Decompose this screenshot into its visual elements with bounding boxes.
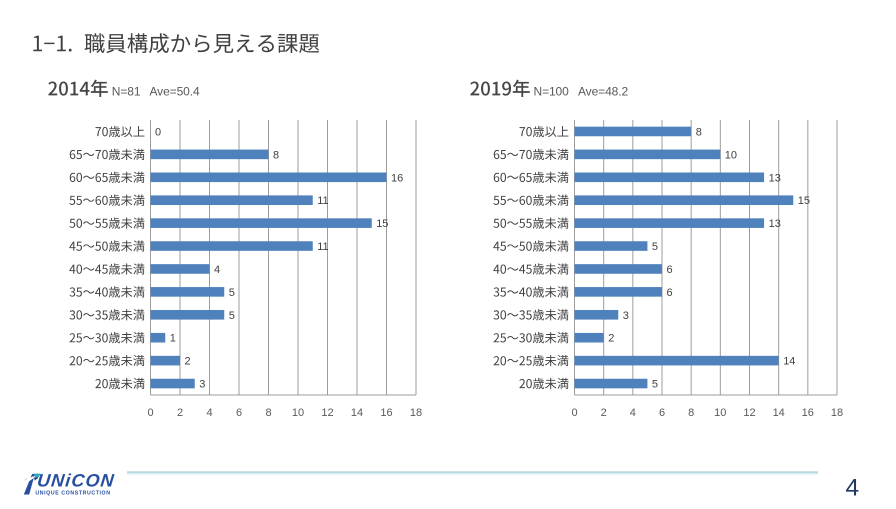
svg-text:16: 16 [391, 172, 403, 184]
svg-text:2: 2 [608, 333, 614, 345]
svg-text:16: 16 [802, 407, 814, 419]
svg-text:16: 16 [380, 407, 392, 419]
svg-text:5: 5 [652, 241, 658, 253]
svg-text:6: 6 [236, 407, 242, 419]
svg-text:1: 1 [170, 333, 176, 345]
svg-text:12: 12 [321, 407, 333, 419]
svg-text:5: 5 [229, 287, 235, 299]
svg-text:12: 12 [743, 407, 755, 419]
svg-text:4: 4 [845, 475, 859, 502]
svg-text:UNIQUE CONSTRUCTION: UNIQUE CONSTRUCTION [35, 490, 110, 496]
svg-text:15: 15 [376, 218, 388, 230]
svg-text:6: 6 [659, 407, 665, 419]
svg-text:3: 3 [623, 310, 629, 322]
svg-text:11: 11 [317, 195, 328, 207]
svg-text:4: 4 [630, 407, 636, 419]
svg-text:11: 11 [317, 241, 328, 253]
svg-text:0: 0 [571, 407, 577, 419]
svg-text:4: 4 [214, 264, 220, 276]
svg-text:8: 8 [273, 149, 279, 161]
svg-text:2: 2 [601, 407, 607, 419]
svg-text:8: 8 [265, 407, 271, 419]
svg-text:13: 13 [769, 218, 781, 230]
svg-text:Ave=50.4: Ave=50.4 [150, 85, 200, 99]
svg-text:18: 18 [410, 407, 422, 419]
svg-text:14: 14 [783, 356, 795, 368]
svg-text:2: 2 [185, 356, 191, 368]
svg-text:0: 0 [147, 407, 153, 419]
svg-text:8: 8 [688, 407, 694, 419]
svg-text:8: 8 [696, 127, 702, 139]
svg-text:4: 4 [206, 407, 212, 419]
svg-text:N=100: N=100 [534, 85, 570, 99]
svg-text:18: 18 [831, 407, 843, 419]
svg-text:2: 2 [177, 407, 183, 419]
svg-text:15: 15 [798, 195, 810, 207]
svg-text:10: 10 [292, 407, 304, 419]
svg-text:10: 10 [714, 407, 726, 419]
svg-text:6: 6 [667, 287, 673, 299]
svg-text:6: 6 [667, 264, 673, 276]
svg-text:N=81: N=81 [112, 85, 141, 99]
svg-text:Ave=48.2: Ave=48.2 [578, 85, 628, 99]
svg-text:5: 5 [652, 379, 658, 391]
svg-text:10: 10 [725, 149, 737, 161]
svg-text:14: 14 [773, 407, 785, 419]
svg-text:13: 13 [769, 172, 781, 184]
svg-text:UNiCON: UNiCON [36, 470, 116, 490]
svg-text:5: 5 [229, 310, 235, 322]
svg-text:14: 14 [351, 407, 363, 419]
svg-text:3: 3 [199, 379, 205, 391]
svg-text:0: 0 [155, 127, 161, 139]
